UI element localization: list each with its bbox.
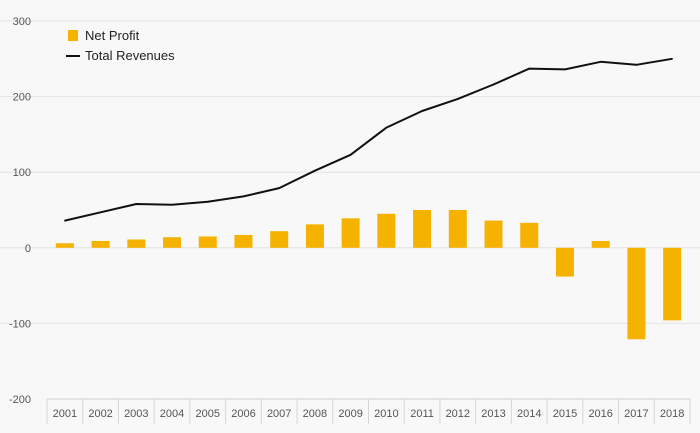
x-tick-label: 2001	[53, 408, 77, 420]
x-tick-label: 2005	[196, 408, 220, 420]
total-revenues-line-group	[64, 57, 673, 222]
legend-label-net-profit: Net Profit	[85, 28, 140, 43]
point-total-revenues-2010	[385, 126, 388, 129]
y-tick-label: -100	[9, 318, 31, 330]
bar-net-profit-2002	[91, 240, 110, 248]
bar-net-profit-2003	[127, 239, 146, 248]
y-axis-ticks: -200 -100 0 100 200 300	[9, 16, 31, 406]
x-tick-label: 2016	[588, 408, 612, 420]
x-axis: 2001 2002 2003 2004 2005 2006 2007 2008 2009 2010…	[46, 398, 691, 424]
gridlines	[0, 20, 700, 324]
x-tick-label: 2004	[160, 408, 184, 420]
legend: Net Profit Total Revenues	[66, 28, 175, 63]
legend-label-total-revenues: Total Revenues	[85, 48, 175, 63]
x-tick-label: 2002	[88, 408, 112, 420]
point-total-revenues-2013	[492, 83, 495, 86]
point-total-revenues-2003	[135, 203, 138, 205]
line-total-revenues	[64, 57, 673, 222]
bar-net-profit-2005	[198, 236, 217, 248]
point-total-revenues-2006	[242, 195, 245, 198]
bar-net-profit-2018	[663, 247, 682, 321]
bar-net-profit-2010	[377, 213, 396, 248]
bar-net-profit-2014	[520, 222, 539, 248]
x-tick-label: 2018	[660, 408, 684, 420]
bar-net-profit-2015	[555, 247, 574, 277]
point-total-revenues-2014	[528, 67, 531, 70]
point-total-revenues-2016	[599, 61, 602, 63]
point-total-revenues-2001	[64, 219, 66, 222]
bar-net-profit-2004	[163, 237, 182, 248]
y-tick-label: 300	[13, 16, 31, 28]
x-tick-label: 2013	[481, 408, 505, 420]
y-tick-label: 100	[13, 167, 31, 179]
bar-net-profit-2006	[234, 234, 253, 248]
point-total-revenues-2017	[635, 64, 638, 66]
bar-net-profit-2007	[270, 231, 289, 248]
x-tick-label: 2012	[446, 408, 470, 420]
point-total-revenues-2005	[206, 200, 209, 203]
point-total-revenues-2011	[421, 110, 423, 112]
x-tick-label: 2014	[517, 408, 541, 420]
legend-swatch-net-profit	[68, 30, 78, 41]
bar-net-profit-2001	[55, 243, 74, 248]
y-tick-label: 200	[13, 92, 31, 104]
bar-net-profit-2008	[305, 224, 324, 248]
net-profit-bars	[55, 210, 682, 340]
x-tick-label: 2009	[338, 408, 362, 420]
point-total-revenues-2007	[278, 187, 280, 189]
x-tick-label: 2007	[267, 408, 291, 420]
point-total-revenues-2012	[457, 98, 459, 100]
x-tick-label: 2017	[624, 408, 648, 420]
bar-net-profit-2012	[448, 210, 467, 248]
bar-net-profit-2016	[591, 240, 610, 248]
bar-net-profit-2011	[413, 210, 432, 248]
point-total-revenues-2002	[99, 211, 102, 214]
point-total-revenues-2009	[349, 154, 352, 156]
point-total-revenues-2015	[564, 68, 566, 71]
x-tick-label: 2006	[231, 408, 255, 420]
x-tick-label: 2015	[553, 408, 577, 420]
y-tick-label: 0	[25, 243, 31, 255]
point-total-revenues-2018	[671, 58, 673, 60]
point-total-revenues-2004	[171, 203, 173, 206]
y-tick-label: -200	[9, 394, 31, 406]
x-tick-label: 2011	[410, 408, 434, 420]
bar-net-profit-2009	[341, 218, 360, 248]
point-total-revenues-2008	[314, 169, 316, 172]
bar-net-profit-2017	[627, 247, 646, 340]
x-tick-label: 2010	[374, 408, 398, 420]
bar-net-profit-2013	[484, 220, 503, 248]
x-tick-label: 2008	[303, 408, 327, 420]
x-tick-label: 2003	[124, 408, 148, 420]
